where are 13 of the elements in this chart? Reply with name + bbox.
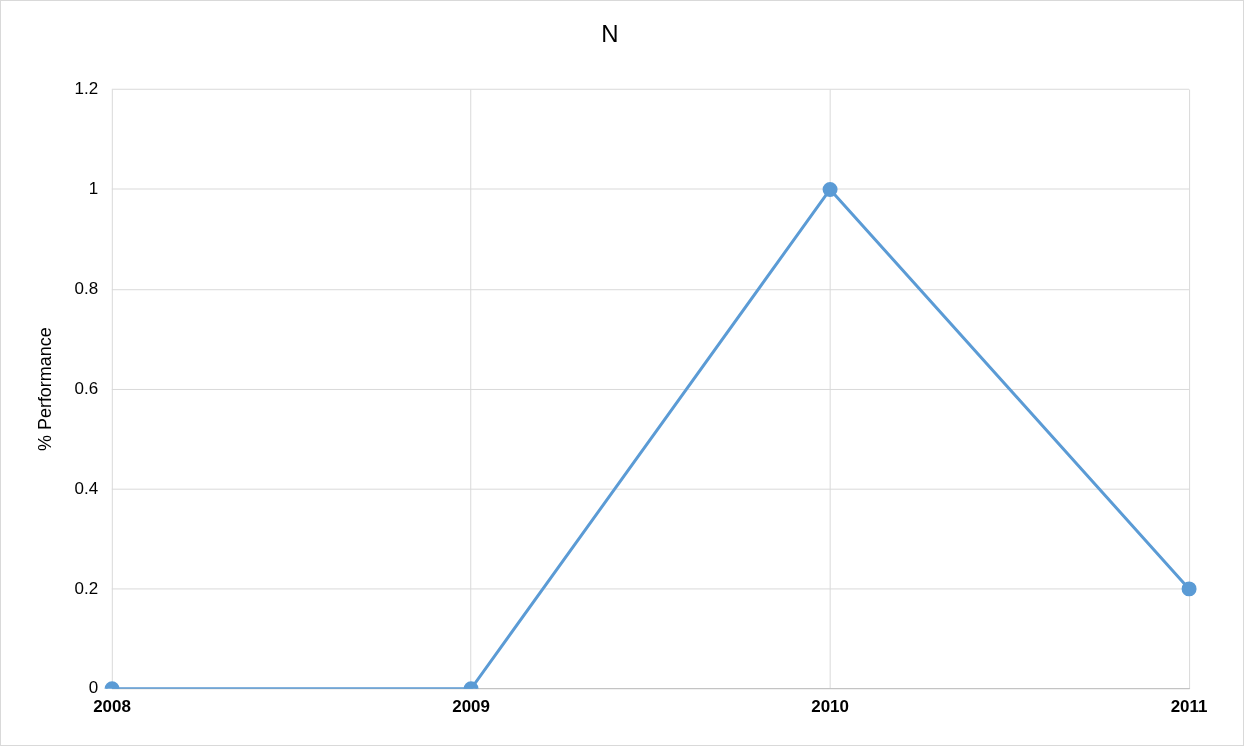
y-tick-label: 1.2 xyxy=(74,79,99,99)
x-tick-label: 2011 xyxy=(1170,696,1208,716)
x-tick-label: 2009 xyxy=(452,696,490,716)
x-tick-label: 2008 xyxy=(93,696,131,716)
y-tick-label: 0.6 xyxy=(74,378,99,398)
y-tick-label: 0.2 xyxy=(74,578,99,598)
y-tick-label: 0.4 xyxy=(74,478,99,498)
y-tick-label: 0 xyxy=(88,678,99,698)
x-tick-label: 2010 xyxy=(811,696,849,716)
y-tick-label: 0.8 xyxy=(74,278,99,298)
y-axis-title: % Performance xyxy=(34,327,55,451)
chart-title: N xyxy=(601,19,619,47)
y-tick-label: 1 xyxy=(88,179,99,199)
